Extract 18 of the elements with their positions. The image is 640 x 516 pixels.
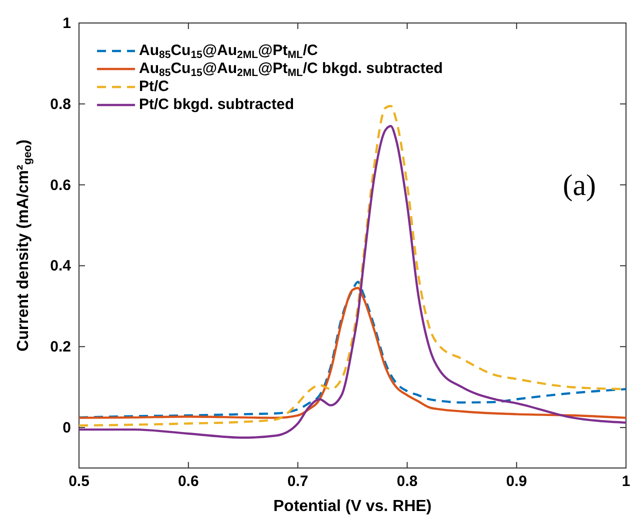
y-tick-label: 0.4 bbox=[50, 258, 72, 275]
y-tick-label: 1 bbox=[62, 15, 71, 32]
legend-label: Pt/C bkgd. subtracted bbox=[139, 96, 294, 113]
y-tick-label: 0 bbox=[62, 420, 71, 437]
y-tick-label: 0.2 bbox=[50, 338, 71, 356]
text: Au$_{85}$Cu$_{15}$@Au$_{2ML}$@Pt$_{ML}$/C bkgd. subtracted bbox=[139, 60, 443, 80]
x-tick-label: 0.5 bbox=[68, 473, 90, 490]
x-tick-label: 0.6 bbox=[178, 473, 199, 490]
x-tick-label: 0.8 bbox=[396, 473, 418, 490]
text: Au$_{85}$Cu$_{15}$@Au$_{2ML}$@Pt$_{ML}$/C bbox=[139, 42, 318, 62]
legend-label: Pt/C bbox=[139, 78, 170, 95]
y-tick-label: 0.8 bbox=[50, 96, 71, 113]
annotation: (a) bbox=[562, 168, 596, 202]
x-tick-label: 0.7 bbox=[287, 473, 308, 490]
x-tick-label: 0.9 bbox=[506, 473, 528, 490]
x-axis-title: Potential (V vs. RHE) bbox=[273, 498, 432, 515]
x-tick-label: 1 bbox=[622, 473, 630, 490]
y-tick-label: 0.6 bbox=[50, 176, 71, 194]
